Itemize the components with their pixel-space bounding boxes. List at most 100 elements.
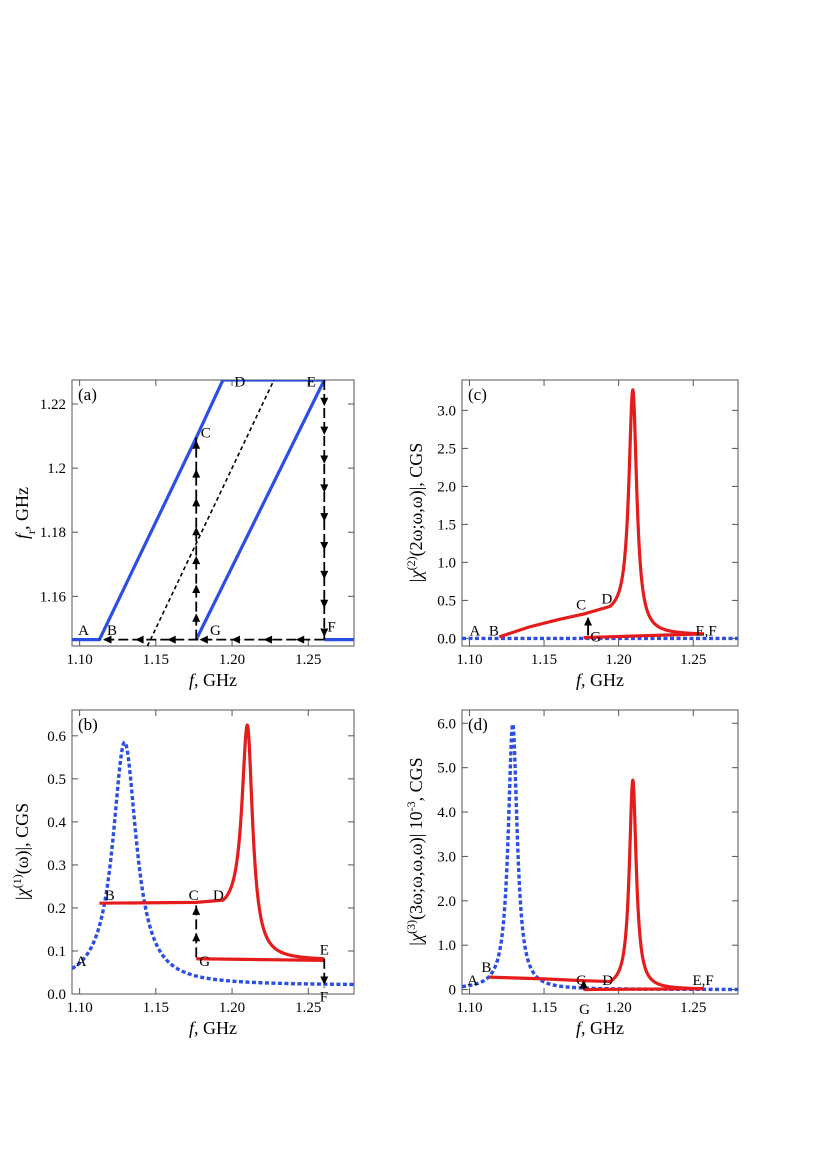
arrow-head [295,635,305,644]
point-label: G [199,954,210,970]
x-tick-label: 1.10 [456,1000,482,1016]
arrow-head [192,498,201,507]
point-label: A [469,623,480,639]
y-tick-label: 1.0 [437,938,456,954]
plot-frame [71,379,355,647]
y-tick-label: 3.0 [437,849,456,865]
y-tick-label: 2.5 [437,441,456,457]
y-axis-label-part: , CGS [406,757,426,801]
x-axis-label-part: f [189,1018,197,1038]
y-tick-label: 0.0 [437,631,456,647]
y-tick-label: 1.5 [437,517,456,533]
y-tick-label: 0 [449,983,457,999]
x-axis-label: f, GHz [576,1018,624,1038]
arrow-head [579,979,588,989]
plot-frame [71,709,355,995]
series-line [583,632,704,640]
point-label: F [327,620,335,636]
panel-label: (c) [468,385,487,404]
x-axis-label-part: f [189,670,197,690]
y-axis-label-part: |χ [406,933,426,947]
point-label: E [307,374,316,390]
arrow-head [320,599,329,609]
y-axis-label-part: -3 [404,801,418,811]
arrow-head [192,906,201,915]
x-axis-label-part: , GHz [581,670,624,690]
path-E-to-F [320,958,329,988]
y-axis-label-part: (3) [404,920,418,934]
series-group [462,388,738,641]
y-axis-label-part: (2) [404,556,418,570]
arrow-head [192,555,201,565]
series-group [72,723,354,987]
point-label: G [590,629,601,645]
arrow-head [320,628,329,637]
y-axis-label-part: (3ω;ω,ω,ω)| 10 [406,811,427,919]
arrow-head [135,635,144,644]
x-tick-label: 1.15 [531,652,557,668]
x-tick-label: 1.20 [219,652,245,668]
y-axis-label: |χ(2)(2ω;ω,ω)|, CGS [404,443,427,584]
x-tick-label: 1.15 [531,1000,557,1016]
x-axis-label: f, GHz [189,670,237,690]
y-axis-label-part: (1) [10,874,24,888]
x-axis-label: f, GHz [189,1018,237,1038]
point-label: B [489,623,499,639]
arrow-head [167,635,176,644]
y-axis-label: |χ(1)(ω)|, CGS [10,803,33,901]
series-line [196,957,325,963]
series-line [583,987,704,992]
y-axis-label: fr, GHz [12,487,38,539]
x-tick-label: 1.25 [295,652,321,668]
y-tick-label: 0.4 [47,815,66,831]
path-G-to-C [579,979,588,990]
y-tick-label: 0.1 [47,944,66,960]
x-tick-label: 1.25 [680,1000,706,1016]
point-label: B [107,623,117,639]
point-label: D [601,591,612,607]
point-label: G [210,623,221,639]
point-label: B [481,960,491,976]
x-tick-label: 1.10 [66,652,92,668]
series-line [146,380,275,646]
arrow-head [320,542,329,551]
y-axis-label-part: r [24,530,38,534]
point-label: E [320,942,329,958]
x-tick-label: 1.10 [456,652,482,668]
arrow-head [263,635,273,644]
point-label: A [467,973,478,989]
panel-label: (b) [78,715,98,734]
point-label: D [213,888,224,904]
arrow-head [320,976,329,985]
y-tick-label: 0.0 [47,987,66,1003]
x-axis-label: f, GHz [576,670,624,690]
y-tick-label: 5.0 [437,761,456,777]
x-axis-label-part: , GHz [194,670,237,690]
y-axis-label-part: (ω)|, CGS [12,803,33,874]
point-label: D [234,374,245,390]
arrow-head [192,526,201,536]
path-F-to-B [99,635,325,644]
arrow-head [320,484,329,493]
point-label: F [320,990,328,1006]
chart-a: 1.10 1.15 1.20 1.25 1.16 1.18 1.2 1.22 A B C D E F G (a… [12,374,355,690]
x-axis-label-part: , GHz [581,1018,624,1038]
arrow-head [192,584,201,593]
chart-d: 1.10 1.15 1.20 1.25 0 1.0 2.0 3.0 4.0 5.0 6.0 AB C D E… [404,709,739,1038]
y-tick-label: 2.0 [437,479,456,495]
plot-frame [461,709,739,995]
arrow-head [320,455,329,464]
arrow-head [199,635,208,644]
point-label: A [76,954,87,970]
point-label: C [201,426,211,442]
y-tick-label: 1.0 [437,555,456,571]
chart-b: 1.10 1.15 1.20 1.25 0.0 0.1 0.2 0.3 0.4 0.5 0.6 A B C… [10,709,355,1038]
point-label: A [78,623,89,639]
point-label: D [602,973,613,989]
panel-label: (a) [78,385,97,404]
arrow-head [320,397,329,407]
chart-c: 1.10 1.15 1.20 1.25 0.0 0.5 1.0 1.5 2.0 2.5 3.0 A B C… [404,379,739,690]
y-tick-label: 0.2 [47,901,66,917]
arrow-head [192,932,201,942]
